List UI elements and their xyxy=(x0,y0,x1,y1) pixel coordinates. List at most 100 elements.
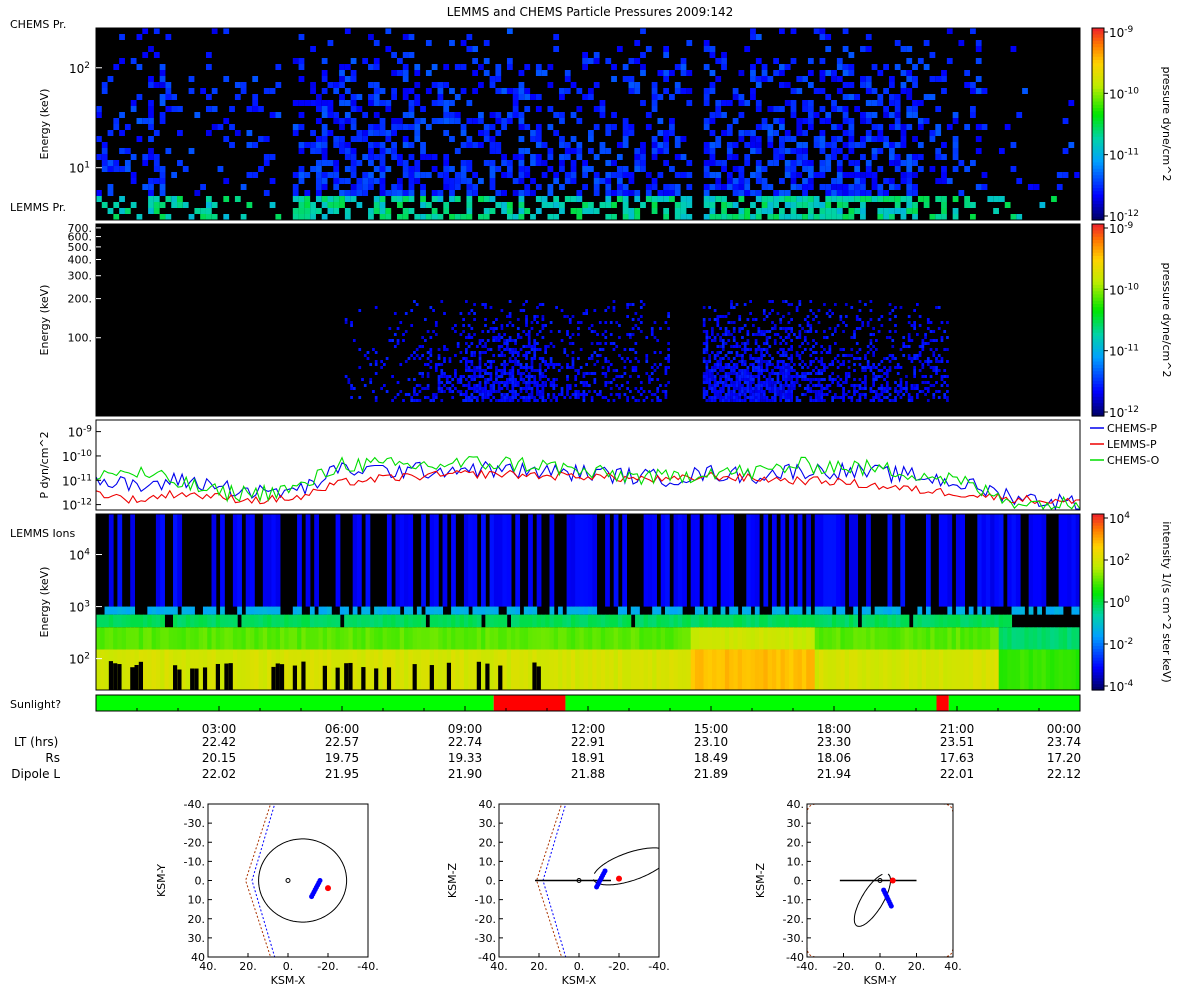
colorbar-cell xyxy=(1092,525,1104,530)
panel4-cell xyxy=(207,606,213,615)
panel2-cell xyxy=(358,366,362,369)
panel4-cell xyxy=(947,514,953,607)
panel2-cell xyxy=(864,354,867,357)
panel4-cell xyxy=(292,606,298,615)
panel4-cell xyxy=(857,649,863,690)
panel2-cell xyxy=(454,372,457,375)
panel2-cell xyxy=(798,384,802,387)
panel4-cell xyxy=(652,614,657,628)
panel2-cell xyxy=(738,354,742,357)
panel1-cell xyxy=(350,100,357,106)
panel1-cell xyxy=(669,124,675,130)
panel2-cell xyxy=(713,387,717,390)
panel2-cell xyxy=(615,375,619,378)
panel1-cell xyxy=(466,184,473,190)
panel1-cell xyxy=(541,70,548,76)
panel2-cell xyxy=(536,369,539,372)
panel2-cell xyxy=(812,399,815,402)
panel2-cell xyxy=(842,321,845,324)
panel2-cell xyxy=(855,315,859,318)
panel4-cell xyxy=(622,614,628,628)
panel2-cell xyxy=(486,360,490,363)
panel2-cell xyxy=(609,321,613,324)
panel1-cell xyxy=(362,178,369,184)
panel2-cell xyxy=(790,375,793,378)
panel1-cell xyxy=(622,124,629,130)
panel4-cell xyxy=(1054,649,1060,690)
panel2-cell xyxy=(506,363,509,366)
panel1-cell xyxy=(796,202,803,208)
panel1-cell xyxy=(883,208,889,214)
panel4-cell xyxy=(652,649,657,690)
panel1-cell xyxy=(628,130,635,136)
panel1-cell xyxy=(709,196,716,202)
panel2-cell xyxy=(831,312,834,315)
panel1-cell xyxy=(790,106,797,112)
panel1-cell xyxy=(993,196,999,202)
panel2-cell xyxy=(639,321,643,324)
panel2-cell xyxy=(787,327,791,330)
panel4-cell xyxy=(404,649,409,690)
panel1-cell xyxy=(935,214,942,220)
panel1-cell xyxy=(952,154,959,160)
panel1-cell xyxy=(472,142,479,148)
panel1-cell xyxy=(744,160,751,166)
panel2-cell xyxy=(782,372,785,375)
panel1-cell xyxy=(489,184,496,190)
panel4-cell xyxy=(160,627,165,650)
panel2-cell xyxy=(702,306,706,309)
panel2-cell xyxy=(708,360,711,363)
panel4-cell xyxy=(656,614,662,628)
panel1-cell xyxy=(831,76,837,82)
panel4-cell xyxy=(331,627,337,650)
panel4-cell xyxy=(190,627,195,650)
panel2-cell xyxy=(754,351,758,354)
panel2-cell xyxy=(861,393,865,396)
panel4-cell xyxy=(168,627,174,650)
panel1-cell xyxy=(153,166,160,172)
panel1-cell xyxy=(402,76,409,82)
panel2-cell xyxy=(544,345,547,348)
panel1-cell xyxy=(721,196,727,202)
panel4-cell xyxy=(254,614,260,628)
panel4-cell xyxy=(553,649,559,690)
panel4-cell xyxy=(1020,627,1025,650)
panel4-cell xyxy=(395,649,401,690)
panel1-cell xyxy=(842,154,849,160)
panel4-cell xyxy=(1045,649,1051,690)
panel2-cell xyxy=(615,321,619,324)
panel2-cell xyxy=(459,333,463,336)
panel4-cell xyxy=(925,606,931,615)
panel1-cell xyxy=(796,124,803,130)
panel2-cell xyxy=(552,384,556,387)
panel2-cell xyxy=(527,399,531,402)
colorbar-cell xyxy=(1092,181,1104,186)
panel2-cell xyxy=(757,384,761,387)
panel2-cell xyxy=(784,363,788,366)
panel2-cell xyxy=(883,387,886,390)
panel1-cell xyxy=(524,64,531,70)
ephem-value: 19.33 xyxy=(448,751,482,765)
panel1-cell xyxy=(1010,46,1017,52)
panel2-cell xyxy=(940,360,944,363)
panel4-cell xyxy=(579,614,585,628)
panel4-cell xyxy=(1015,627,1021,650)
panel4-cell xyxy=(981,614,987,628)
panel4-cell xyxy=(433,606,439,615)
panel1-cell xyxy=(975,184,982,190)
panel4-cell xyxy=(250,514,255,607)
panel1-cell xyxy=(501,124,507,130)
panel2-cell xyxy=(598,321,602,324)
panel1-cell xyxy=(356,184,363,190)
panel1-cell xyxy=(796,160,803,166)
panel1-cell xyxy=(472,88,479,94)
panel1-cell xyxy=(495,70,502,76)
panel2-cell xyxy=(467,366,471,369)
panel2-cell xyxy=(626,381,629,384)
panel2-cell xyxy=(899,378,903,381)
panel2-cell xyxy=(503,333,506,336)
panel4-gap xyxy=(138,661,144,690)
panel2-cell xyxy=(497,375,501,378)
panel2-cell xyxy=(754,396,758,399)
panel4-cell xyxy=(754,627,760,650)
